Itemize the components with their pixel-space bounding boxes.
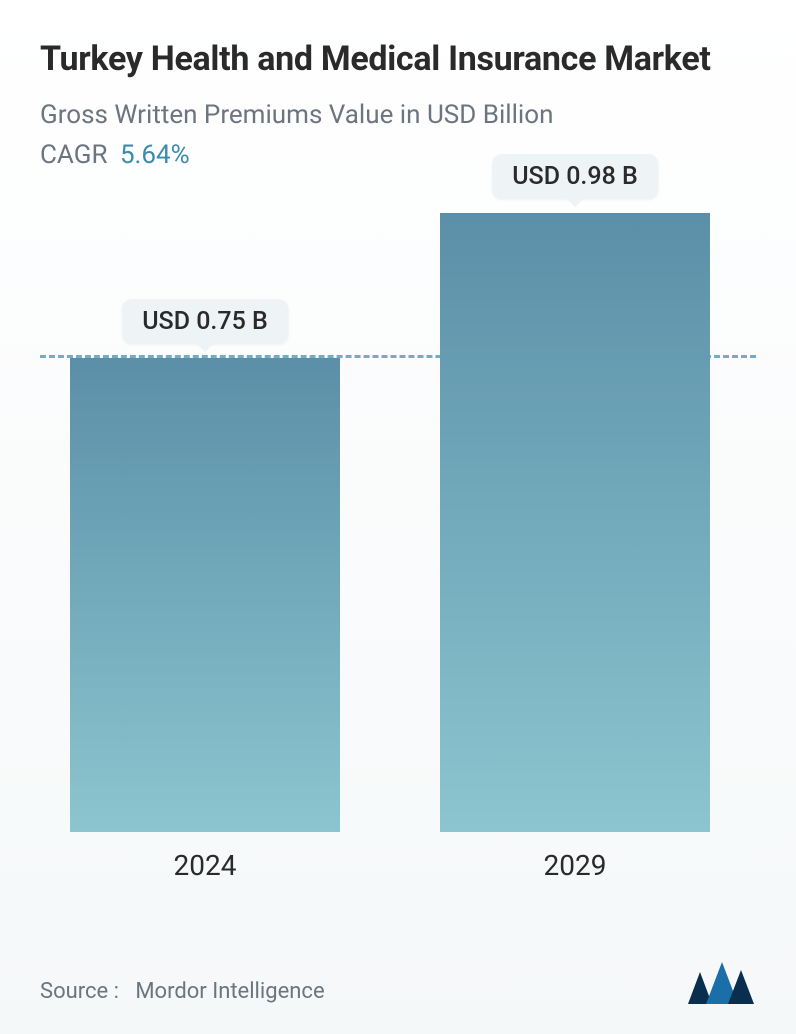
chart-title: Turkey Health and Medical Insurance Mark… — [40, 38, 756, 81]
bar-2029-badge: USD 0.98 B — [492, 154, 658, 199]
cagr-label: CAGR — [40, 140, 107, 170]
footer: Source : Mordor Intelligence — [40, 960, 756, 1004]
source-label: Source : — [40, 979, 119, 1004]
xlabel-2029: 2029 — [440, 849, 710, 882]
bar-2024-value: USD 0.75 B — [142, 307, 268, 336]
bar-2029: USD 0.98 B — [440, 213, 710, 832]
chart-container: Turkey Health and Medical Insurance Mark… — [0, 0, 796, 1034]
bar-2024-fill — [70, 358, 340, 832]
brand-logo-icon — [686, 960, 756, 1004]
chart-subtitle: Gross Written Premiums Value in USD Bill… — [40, 99, 756, 133]
source-name: Mordor Intelligence — [135, 979, 324, 1004]
bar-2029-value: USD 0.98 B — [512, 162, 638, 191]
bars-wrap: USD 0.75 B USD 0.98 B — [40, 200, 756, 832]
cagr-value: 5.64% — [120, 140, 190, 170]
bar-2024: USD 0.75 B — [70, 358, 340, 832]
bar-2024-badge: USD 0.75 B — [122, 299, 288, 344]
source-text: Source : Mordor Intelligence — [40, 979, 325, 1004]
xlabel-2024: 2024 — [70, 849, 340, 882]
chart-area: USD 0.75 B USD 0.98 B 2024 2029 — [40, 200, 756, 890]
bar-2029-fill — [440, 213, 710, 832]
